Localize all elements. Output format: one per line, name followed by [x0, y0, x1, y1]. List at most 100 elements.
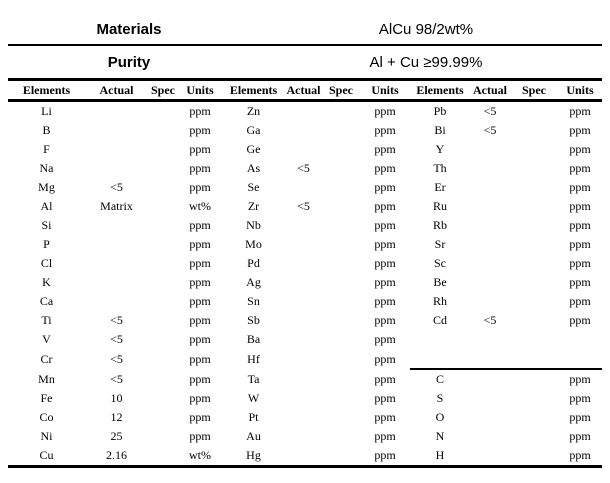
units-cell: ppm: [569, 429, 591, 443]
actual-cell: [470, 216, 510, 235]
units-cell: ppm: [569, 142, 591, 156]
actual-cell: <5: [297, 199, 310, 213]
spec-cell: [322, 121, 360, 140]
actual-cell: [285, 254, 322, 273]
actual-cell: [470, 349, 510, 369]
units-cell: ppm: [374, 256, 396, 270]
actual-cell: <5: [483, 313, 497, 327]
spec-cell: [510, 311, 558, 330]
element-cell: Zr: [247, 199, 260, 213]
units-cell: ppm: [189, 313, 211, 327]
spec-cell: [148, 140, 178, 159]
units-cell: ppm: [569, 199, 591, 213]
column-header-actual: Actual: [285, 81, 322, 102]
units-cell: ppm: [374, 218, 396, 232]
spec-cell: [148, 197, 178, 216]
element-cell: Si: [41, 218, 52, 232]
actual-cell: [285, 216, 322, 235]
column-header-spec: Spec: [148, 81, 178, 102]
units-cell: ppm: [189, 351, 211, 366]
spec-cell: [322, 349, 360, 369]
element-cell: Na: [39, 161, 54, 175]
units-cell: wt%: [189, 199, 211, 213]
actual-cell: [470, 235, 510, 254]
elements-table: Elements Actual Spec Units Elements Actual Spe…: [8, 81, 602, 468]
spec-cell: [322, 311, 360, 330]
actual-cell: [85, 235, 148, 254]
units-cell: ppm: [189, 429, 211, 443]
element-cell: Mo: [245, 237, 262, 251]
actual-cell: <5: [110, 332, 123, 346]
spec-cell: [510, 273, 558, 292]
element-cell: Pb: [433, 104, 447, 118]
units-cell: ppm: [374, 180, 396, 194]
spec-cell: [322, 330, 360, 349]
actual-cell: [470, 197, 510, 216]
spec-cell: [322, 273, 360, 292]
spec-cell: [510, 330, 558, 349]
actual-cell: <5: [110, 351, 123, 366]
element-cell: Ga: [246, 123, 261, 137]
units-cell: ppm: [189, 123, 211, 137]
element-cell: B: [42, 123, 51, 137]
units-cell: ppm: [189, 275, 211, 289]
units-cell: ppm: [569, 104, 591, 118]
actual-cell: [85, 101, 148, 122]
element-cell: Y: [435, 142, 445, 156]
spec-cell: [148, 389, 178, 408]
element-cell: Ni: [40, 429, 53, 443]
actual-cell: [285, 389, 322, 408]
element-cell: Er: [434, 180, 446, 194]
element-cell: Sn: [247, 294, 260, 308]
element-cell: O: [435, 410, 445, 424]
spec-cell: [148, 408, 178, 427]
spec-cell: [510, 254, 558, 273]
table-row: Li ppm Zn ppm Pb <5 ppm: [8, 101, 602, 122]
column-header-spec: Spec: [510, 81, 558, 102]
units-cell: ppm: [374, 123, 396, 137]
actual-cell: 25: [110, 429, 123, 443]
element-cell: As: [246, 161, 261, 175]
units-cell: ppm: [569, 275, 591, 289]
spec-cell: [510, 178, 558, 197]
actual-cell: [470, 446, 510, 467]
units-cell: ppm: [189, 391, 211, 405]
units-cell: ppm: [374, 332, 396, 346]
actual-cell: [285, 330, 322, 349]
actual-cell: [470, 427, 510, 446]
units-cell: ppm: [189, 104, 211, 118]
actual-cell: [470, 330, 510, 349]
column-header-actual: Actual: [85, 81, 148, 102]
actual-cell: [85, 159, 148, 178]
spec-cell: [148, 330, 178, 349]
table-header-row: Elements Actual Spec Units Elements Actual Spe…: [8, 81, 602, 102]
material-purity-document: Materials AlCu 98/2wt% Purity Al + Cu ≥9…: [8, 0, 602, 468]
spec-cell: [322, 235, 360, 254]
units-cell: ppm: [374, 351, 396, 366]
actual-cell: 2.16: [106, 448, 127, 462]
spec-cell: [510, 197, 558, 216]
element-cell: Th: [433, 161, 447, 175]
units-cell: ppm: [189, 237, 211, 251]
actual-cell: [470, 178, 510, 197]
units-cell: ppm: [558, 368, 602, 389]
units-cell: ppm: [374, 410, 396, 424]
units-cell: ppm: [189, 142, 211, 156]
units-cell: ppm: [189, 371, 211, 386]
actual-cell: [470, 254, 510, 273]
spec-cell: [510, 389, 558, 408]
column-header-elements: Elements: [8, 81, 85, 102]
column-header-units: Units: [178, 81, 222, 102]
table-row: Cl ppm Pd ppm Sc ppm: [8, 254, 602, 273]
spec-cell: [148, 216, 178, 235]
element-cell: N: [435, 429, 445, 443]
actual-cell: [285, 121, 322, 140]
actual-cell: [285, 369, 322, 389]
element-cell: Al: [40, 199, 53, 213]
spec-cell: [510, 159, 558, 178]
table-row: Si ppm Nb ppm Rb ppm: [8, 216, 602, 235]
spec-cell: [148, 311, 178, 330]
table-row: Al Matrix wt% Zr <5 ppm Ru ppm: [8, 197, 602, 216]
